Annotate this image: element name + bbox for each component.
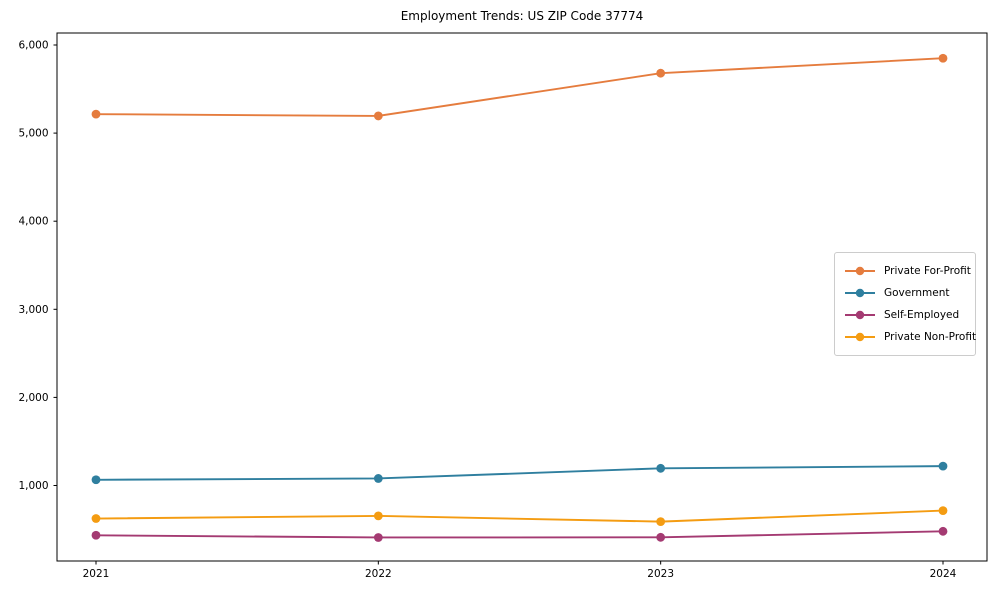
plot-area-border: [56, 32, 988, 562]
data-point-government: [91, 475, 101, 485]
x-axis-tick-label: 2021: [83, 568, 110, 580]
y-axis-tick-label: 1,000: [18, 480, 48, 492]
legend: Private For-Profit Government Self-Employe…: [834, 252, 976, 356]
legend-label: Government: [884, 287, 950, 299]
data-point-private-for-profit: [373, 111, 383, 121]
data-point-government: [656, 463, 666, 473]
x-axis-tick-label: 2024: [930, 568, 957, 580]
legend-marker-icon: [845, 310, 875, 320]
legend-marker-icon: [845, 288, 875, 298]
legend-label: Private Non-Profit: [884, 331, 977, 343]
series-line-private-non-profit: [95, 509, 944, 523]
chart-title: Employment Trends: US ZIP Code 37774: [400, 9, 644, 23]
x-axis-tick-label: 2023: [647, 568, 674, 580]
legend-marker-icon: [845, 332, 875, 342]
data-point-self-employed: [373, 533, 383, 542]
legend-item-government: Government: [844, 282, 967, 304]
data-point-private-for-profit: [91, 109, 101, 119]
y-axis-tick-label: 6,000: [18, 40, 48, 52]
data-point-self-employed: [938, 526, 948, 536]
series-line-private-for-profit: [95, 57, 944, 117]
y-axis-tick-label: 2,000: [18, 392, 48, 404]
series-line-government: [95, 465, 943, 481]
data-point-private-non-profit: [91, 514, 101, 523]
legend-item-self-employed: Self-Employed: [844, 304, 967, 326]
data-point-private-non-profit: [373, 511, 383, 521]
y-axis-tick-label: 5,000: [18, 128, 48, 140]
y-axis-tick-label: 4,000: [18, 216, 48, 228]
data-point-private-for-profit: [656, 68, 666, 78]
data-point-self-employed: [656, 532, 666, 542]
legend-label: Self-Employed: [884, 309, 960, 321]
x-axis-tick-label: 2022: [365, 568, 392, 580]
data-point-self-employed: [91, 530, 101, 540]
series-line-self-employed: [95, 530, 944, 539]
data-point-private-non-profit: [938, 506, 948, 516]
legend-item-private-for-profit: Private For-Profit: [844, 260, 971, 282]
y-axis-tick-label: 3,000: [18, 304, 48, 316]
data-point-private-for-profit: [938, 53, 948, 63]
legend-label: Private For-Profit: [884, 265, 971, 277]
data-point-private-non-profit: [656, 517, 666, 527]
data-point-government: [938, 461, 948, 471]
legend-marker-icon: [845, 266, 875, 276]
legend-item-private-non-profit: Private Non-Profit: [844, 326, 976, 348]
data-point-government: [373, 474, 383, 483]
